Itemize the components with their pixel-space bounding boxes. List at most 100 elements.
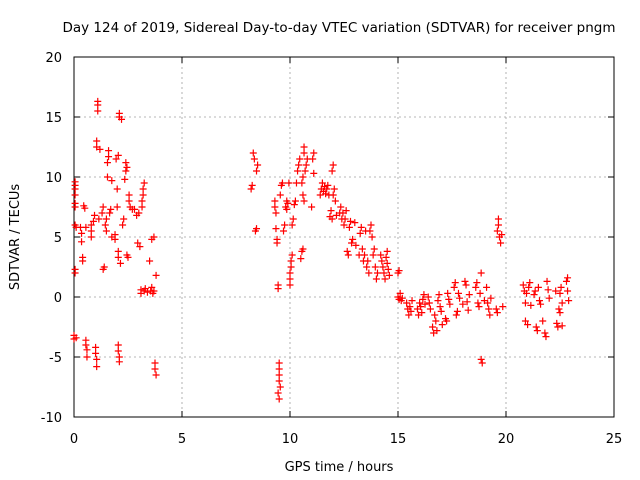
data-point: [463, 298, 471, 306]
data-point: [473, 279, 481, 287]
data-point: [526, 279, 534, 287]
data-point: [364, 257, 372, 265]
data-point: [379, 263, 387, 271]
data-point: [417, 303, 425, 311]
data-point: [552, 287, 560, 295]
data-point: [461, 277, 469, 285]
data-point: [143, 288, 151, 296]
data-point: [105, 147, 113, 155]
data-point: [445, 295, 453, 303]
data-point: [356, 229, 364, 237]
data-point: [322, 190, 330, 198]
data-point: [544, 286, 552, 294]
data-point: [71, 178, 79, 186]
data-point: [348, 239, 356, 247]
data-point: [253, 225, 261, 233]
data-point: [272, 225, 280, 233]
data-point: [426, 305, 434, 313]
data-point: [318, 179, 326, 187]
data-point: [499, 303, 507, 311]
data-point: [138, 203, 146, 211]
data-point: [150, 287, 158, 295]
data-point: [316, 191, 324, 199]
data-point: [435, 291, 443, 299]
data-point: [367, 221, 375, 229]
data-point: [535, 297, 543, 305]
data-point: [291, 197, 299, 205]
data-point: [280, 227, 288, 235]
data-point: [351, 219, 359, 227]
data-point: [398, 294, 406, 302]
data-point: [115, 109, 123, 117]
data-point: [94, 97, 102, 105]
data-point: [249, 149, 257, 157]
data-point: [283, 205, 291, 213]
data-point: [125, 191, 133, 199]
data-point: [324, 181, 332, 189]
data-point: [485, 305, 493, 313]
data-point: [405, 311, 413, 319]
data-point: [83, 346, 91, 354]
data-point: [541, 329, 549, 337]
data-point: [103, 173, 111, 181]
data-point: [424, 293, 432, 301]
data-point: [118, 115, 126, 123]
data-point: [275, 395, 283, 403]
data-point: [403, 299, 411, 307]
data-point: [329, 161, 337, 169]
data-point: [494, 221, 502, 229]
data-point: [328, 167, 336, 175]
data-point: [431, 311, 439, 319]
y-tick-label: -10: [41, 411, 62, 426]
data-point: [368, 233, 376, 241]
data-point: [477, 355, 485, 363]
data-point: [531, 287, 539, 295]
data-point: [545, 294, 553, 302]
data-point: [96, 145, 104, 153]
data-point: [114, 151, 122, 159]
data-point: [456, 294, 464, 302]
data-point: [519, 281, 527, 289]
data-point: [116, 259, 124, 267]
data-point: [361, 251, 369, 259]
data-point: [290, 201, 298, 209]
data-point: [112, 155, 120, 163]
data-point: [342, 207, 350, 215]
data-point: [421, 300, 429, 308]
data-point: [106, 209, 114, 217]
data-point: [102, 215, 110, 223]
data-point: [420, 291, 428, 299]
data-point: [533, 327, 541, 335]
data-point: [465, 291, 473, 299]
data-point: [406, 303, 414, 311]
data-point: [432, 317, 440, 325]
data-point: [296, 155, 304, 163]
data-point: [407, 307, 415, 315]
data-point: [93, 355, 101, 363]
data-point: [103, 159, 111, 167]
data-point: [345, 223, 353, 231]
data-point: [253, 167, 261, 175]
data-point: [464, 306, 472, 314]
data-point: [139, 191, 147, 199]
data-point: [446, 300, 454, 308]
x-tick-label: 10: [282, 432, 299, 447]
data-point: [294, 167, 302, 175]
data-point: [416, 299, 424, 307]
data-point: [138, 197, 146, 205]
x-tick-label: 5: [178, 432, 186, 447]
data-point: [352, 241, 360, 249]
data-point: [494, 215, 502, 223]
data-point: [297, 255, 305, 263]
data-point: [330, 185, 338, 193]
data-point: [454, 289, 462, 297]
data-point: [534, 283, 542, 291]
data-point: [349, 235, 357, 243]
data-point: [309, 155, 317, 163]
data-point: [82, 223, 90, 231]
data-point: [308, 203, 316, 211]
x-tick-labels: 0 5 10 15 20 25: [70, 432, 622, 447]
data-point: [383, 247, 391, 255]
data-point: [87, 233, 95, 241]
data-point: [91, 211, 99, 219]
